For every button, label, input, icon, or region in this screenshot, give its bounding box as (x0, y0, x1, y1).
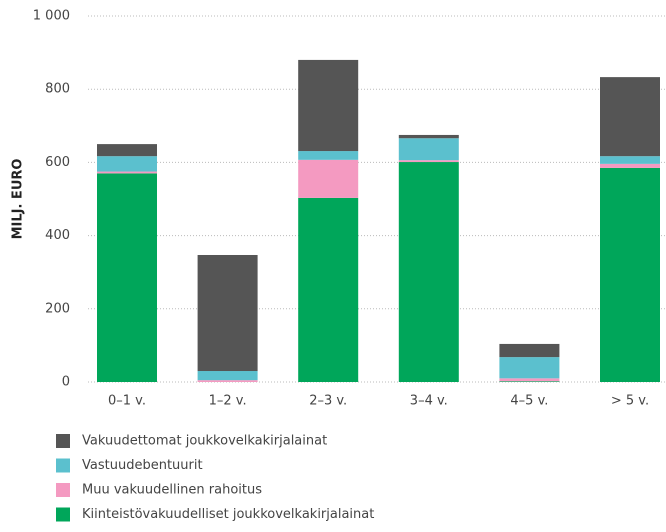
bar-segment (398, 138, 459, 161)
bar-segment (298, 151, 359, 160)
x-tick-label: 0–1 v. (108, 394, 146, 409)
bar-segment (97, 173, 157, 382)
bar-segment (97, 156, 157, 172)
legend-label: Kiinteistövakuudelliset joukkovelkakirja… (82, 507, 374, 522)
bar-segment (600, 163, 660, 168)
legend-swatch (56, 434, 70, 448)
legend-label: Vakuudettomat joukkovelkakirjalainat (82, 434, 327, 449)
y-tick-label: 400 (45, 228, 70, 243)
bar-segment (298, 59, 359, 152)
bar-segment (197, 380, 258, 382)
bar-segment (499, 378, 560, 382)
bar-segment (398, 162, 459, 382)
bar-segment (398, 160, 459, 163)
legend-swatch (56, 458, 70, 473)
x-tick-label: 2–3 v. (309, 394, 347, 409)
y-tick-label: 600 (45, 155, 70, 170)
bar-segment (298, 159, 359, 198)
bar-segment (600, 156, 660, 164)
bar-segment (499, 343, 560, 358)
legend-swatch (56, 507, 70, 522)
bar-segment (499, 357, 560, 379)
bar-segment (499, 381, 560, 382)
legend-swatch (56, 483, 70, 497)
bar-segment (97, 171, 157, 174)
y-tick-label: 200 (45, 301, 70, 316)
bar-segment (97, 144, 157, 157)
x-tick-label: > 5 v. (611, 394, 649, 409)
y-tick-label: 800 (45, 82, 70, 97)
bar-segment (197, 254, 258, 372)
x-tick-label: 3–4 v. (410, 394, 448, 409)
bar-segment (197, 371, 258, 381)
bar-segment (398, 134, 459, 139)
bar-segment (298, 197, 359, 382)
y-axis-label: MILJ. EURO (11, 159, 26, 240)
y-tick-label: 0 (62, 375, 70, 390)
x-tick-label: 1–2 v. (209, 394, 247, 409)
bar-segment (600, 77, 660, 157)
legend-label: Muu vakuudellinen rahoitus (82, 483, 262, 498)
y-tick-label: 1 000 (33, 9, 70, 24)
legend-label: Vastuudebentuurit (82, 458, 203, 473)
bar-segment (600, 167, 660, 382)
x-tick-label: 4–5 v. (510, 394, 548, 409)
